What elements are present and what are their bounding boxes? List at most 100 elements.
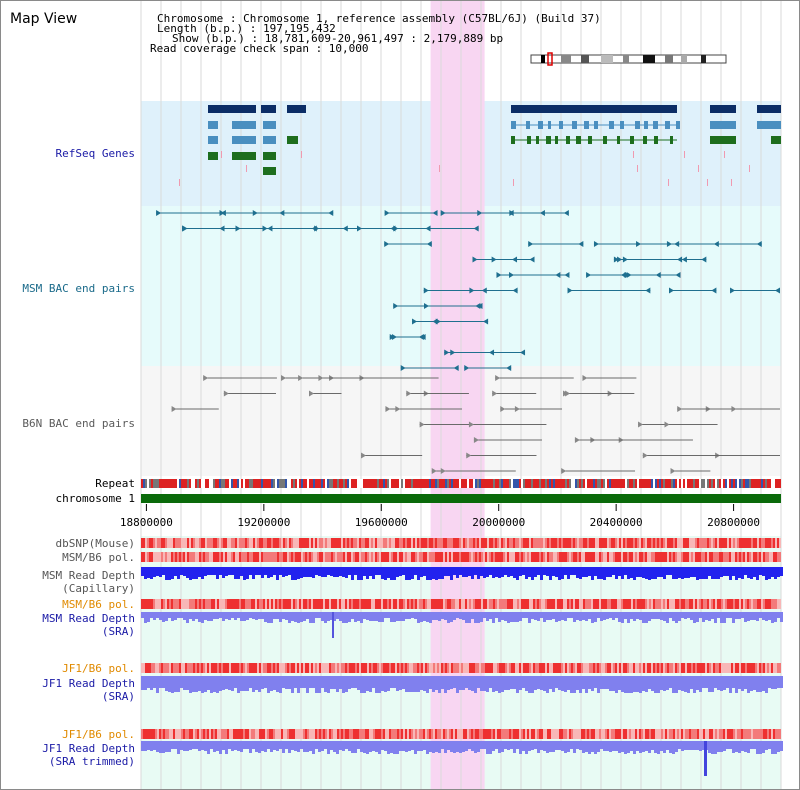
- jf1-depth-sra: [246, 676, 249, 691]
- repeat-segment: [143, 479, 145, 488]
- jf1-depth-sra-trimmed: [507, 741, 510, 750]
- msm-pol-sra-track: [779, 599, 781, 609]
- lower-track-label[interactable]: JF1/B6 pol.: [62, 662, 135, 675]
- jf1-depth-sra: [270, 676, 273, 691]
- jf1-pol-track: [737, 663, 739, 673]
- b6n-bac-end: [514, 406, 520, 412]
- dbsnp-track: [595, 538, 597, 548]
- jf1-depth-sra-trimmed: [546, 741, 549, 753]
- jf1-depth-sra: [720, 676, 723, 691]
- jf1-depth-sra-trimmed: [654, 741, 657, 753]
- lower-track-label[interactable]: MSM/B6 pol.: [62, 551, 135, 564]
- track-label-msm-bac[interactable]: MSM BAC end pairs: [22, 282, 135, 295]
- jf1-pol-trimmed-track: [371, 729, 373, 739]
- msm-depth-sra: [435, 612, 438, 620]
- jf1-pol-track: [757, 663, 759, 673]
- msm-bac-end: [420, 334, 426, 340]
- dbsnp-track: [425, 538, 427, 548]
- msm-depth-capillary: [738, 567, 741, 578]
- msm-depth-capillary: [435, 567, 438, 580]
- msm-pol-track: [145, 552, 147, 562]
- jf1-depth-sra: [522, 676, 525, 688]
- jf1-pol-track: [541, 663, 543, 673]
- jf1-pol-track: [531, 663, 533, 673]
- repeat-segment: [709, 479, 711, 488]
- jf1-depth-sra-trimmed: [675, 741, 678, 752]
- jf1-pol-track: [563, 663, 565, 673]
- msm-depth-sra: [534, 612, 537, 620]
- lower-track-label[interactable]: dbSNP(Mouse): [55, 537, 135, 550]
- gene-block: [208, 136, 218, 144]
- repeat-segment: [291, 479, 293, 488]
- msm-depth-capillary: [705, 567, 708, 579]
- msm-pol-track: [187, 552, 189, 562]
- msm-depth-capillary: [390, 567, 393, 580]
- jf1-pol-track: [655, 663, 657, 673]
- jf1-pol-trimmed-track: [411, 729, 413, 739]
- dbsnp-track: [399, 538, 401, 548]
- jf1-depth-sra: [171, 676, 174, 693]
- msm-pol-track: [731, 552, 733, 562]
- gene-tick: [301, 151, 302, 158]
- jf1-pol-track: [767, 663, 769, 673]
- msm-bac-end: [509, 210, 515, 216]
- repeat-segment: [699, 479, 701, 488]
- lower-track-label[interactable]: JF1 Read Depth (SRA trimmed): [42, 742, 135, 768]
- repeat-segment: [595, 479, 597, 488]
- jf1-depth-sra: [348, 676, 351, 689]
- jf1-pol-trimmed-track: [309, 729, 311, 739]
- msm-depth-capillary: [717, 567, 720, 579]
- jf1-depth-sra: [462, 676, 465, 690]
- msm-pol-sra-track: [735, 599, 737, 609]
- jf1-depth-sra-trimmed: [516, 741, 519, 749]
- jf1-depth-sra: [345, 676, 348, 692]
- msm-depth-capillary: [267, 567, 270, 578]
- jf1-pol-trimmed-track: [657, 729, 659, 739]
- ideogram-band: [643, 55, 655, 63]
- jf1-depth-sra-trimmed: [423, 741, 426, 750]
- msm-pol-sra-track: [299, 599, 301, 609]
- lower-track-label[interactable]: JF1/B6 pol.: [62, 728, 135, 741]
- msm-pol-sra-track: [227, 599, 229, 609]
- msm-depth-capillary: [684, 567, 687, 578]
- track-label-b6n-bac[interactable]: B6N BAC end pairs: [22, 417, 135, 430]
- msm-pol-track: [481, 552, 483, 562]
- msm-pol-track: [665, 552, 667, 562]
- msm-depth-capillary: [681, 567, 684, 579]
- jf1-pol-trimmed-track: [755, 729, 757, 739]
- repeat-segment: [167, 479, 169, 488]
- msm-depth-capillary: [174, 567, 177, 576]
- msm-depth-capillary: [696, 567, 699, 580]
- jf1-pol-trimmed-track: [579, 729, 581, 739]
- msm-bac-end: [483, 318, 489, 325]
- jf1-pol-trimmed-track: [405, 729, 407, 739]
- dbsnp-track: [375, 538, 377, 548]
- msm-depth-sra: [477, 612, 480, 623]
- jf1-pol-trimmed-track: [637, 729, 639, 739]
- jf1-pol-trimmed-track: [303, 729, 305, 739]
- jf1-pol-track: [271, 663, 273, 673]
- lower-track-label[interactable]: JF1 Read Depth (SRA): [42, 677, 135, 703]
- msm-pol-sra-track: [757, 599, 759, 609]
- msm-pol-track: [243, 552, 245, 562]
- msm-pol-sra-track: [283, 599, 285, 609]
- jf1-depth-sra: [588, 676, 591, 689]
- msm-bac-end: [624, 272, 630, 278]
- msm-pol-sra-track: [527, 599, 529, 609]
- msm-pol-track: [179, 552, 181, 562]
- jf1-pol-trimmed-track: [493, 729, 495, 739]
- jf1-pol-trimmed-track: [431, 729, 433, 739]
- lower-track-label[interactable]: MSM/B6 pol.: [62, 598, 135, 611]
- lower-track-label[interactable]: MSM Read Depth (Capillary): [42, 569, 135, 595]
- track-label-refseq[interactable]: RefSeq Genes: [55, 147, 135, 160]
- repeat-segment: [353, 479, 355, 488]
- dbsnp-track: [155, 538, 157, 548]
- msm-pol-track: [771, 552, 773, 562]
- jf1-pol-trimmed-track: [325, 729, 327, 739]
- lower-track-label[interactable]: MSM Read Depth (SRA): [42, 612, 135, 638]
- msm-depth-capillary: [270, 567, 273, 577]
- msm-pol-sra-track: [389, 599, 391, 609]
- msm-pol-track: [337, 552, 339, 562]
- jf1-pol-track: [671, 663, 673, 673]
- repeat-segment: [301, 479, 303, 488]
